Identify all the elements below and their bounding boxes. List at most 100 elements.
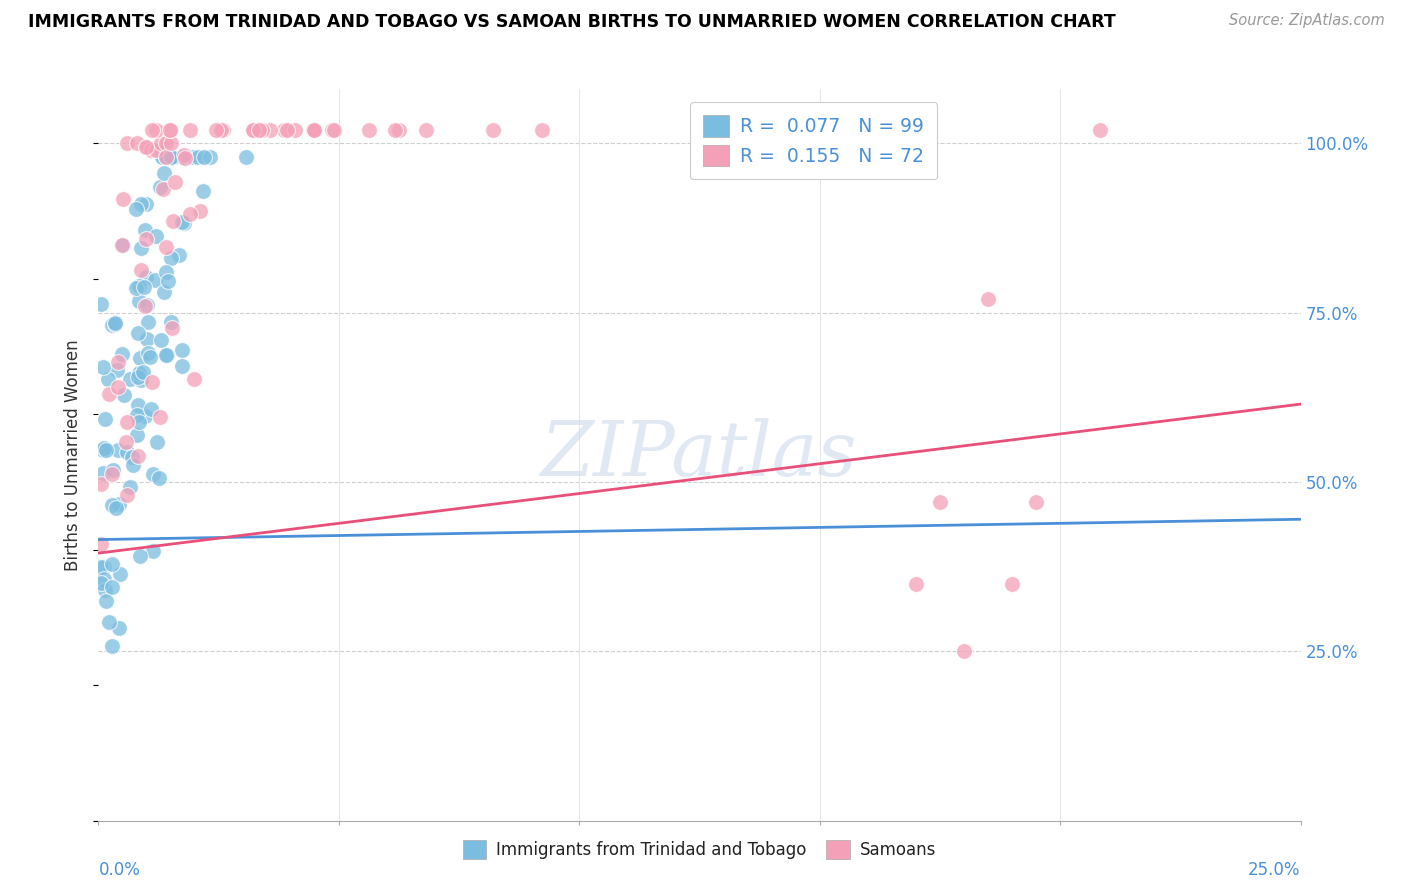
Point [160, 150, 183, 164]
Point [135, 231, 157, 245]
Point [142, 543, 165, 558]
Point [127, 369, 149, 384]
Point [134, 279, 156, 293]
Point [135, 140, 157, 154]
Point [101, 557, 124, 571]
Point [129, 373, 152, 387]
Point [115, 415, 138, 429]
Point [135, 197, 157, 211]
Point [172, 150, 194, 164]
Point [159, 123, 181, 137]
Point [321, 123, 343, 137]
Point [159, 150, 181, 164]
Point [117, 136, 139, 151]
Point [118, 372, 141, 386]
Point [107, 355, 129, 369]
Point [152, 150, 174, 164]
Point [179, 123, 201, 137]
Point [179, 207, 201, 221]
Point [91, 359, 114, 374]
Point [107, 621, 129, 635]
Point [242, 123, 264, 137]
Point [145, 123, 167, 137]
Point [108, 497, 131, 511]
Point [159, 123, 181, 137]
Point [125, 281, 148, 295]
Point [155, 265, 177, 279]
Point [115, 488, 138, 502]
Point [155, 150, 177, 164]
Point [127, 449, 149, 463]
Point [94, 593, 117, 607]
Point [93, 441, 115, 455]
Legend: Immigrants from Trinidad and Tobago, Samoans: Immigrants from Trinidad and Tobago, Sam… [454, 831, 945, 867]
Point [273, 123, 295, 137]
Point [143, 273, 166, 287]
Point [191, 184, 214, 198]
Point [90, 560, 112, 574]
Point [135, 140, 157, 154]
Point [415, 123, 437, 137]
Y-axis label: Births to Unmarried Women: Births to Unmarried Women [65, 339, 83, 571]
Point [302, 123, 325, 137]
Point [132, 366, 155, 380]
Point [90, 297, 112, 311]
Point [111, 347, 134, 361]
Point [235, 150, 257, 164]
Point [125, 408, 148, 422]
Point [181, 150, 204, 164]
Point [104, 318, 127, 332]
Point [159, 314, 181, 328]
Point [108, 567, 131, 582]
Point [174, 151, 197, 165]
Point [121, 450, 143, 464]
Point [122, 458, 145, 472]
Point [128, 279, 150, 293]
Point [384, 123, 406, 137]
Point [155, 150, 177, 164]
Point [90, 477, 112, 491]
Point [152, 166, 174, 180]
Point [170, 359, 193, 373]
Point [94, 412, 117, 426]
Point [159, 136, 181, 151]
Point [129, 196, 152, 211]
Point [188, 203, 211, 218]
Point [104, 316, 127, 330]
Point [209, 123, 232, 137]
Point [100, 581, 122, 595]
Text: 25.0%: 25.0% [1249, 861, 1301, 879]
Point [94, 442, 117, 457]
Point [165, 175, 187, 189]
Point [302, 123, 325, 137]
Point [97, 387, 120, 401]
Point [131, 262, 153, 277]
Point [128, 549, 150, 563]
Point [111, 237, 134, 252]
Point [357, 123, 380, 137]
Point [97, 372, 120, 386]
Point [101, 318, 124, 332]
Point [173, 148, 195, 162]
Point [259, 123, 281, 137]
Point [100, 467, 122, 481]
Point [953, 644, 976, 658]
Point [91, 442, 114, 457]
Point [125, 427, 148, 442]
Text: 0.0%: 0.0% [98, 861, 141, 879]
Point [136, 315, 159, 329]
Point [117, 445, 139, 459]
Point [145, 434, 167, 449]
Point [129, 241, 152, 255]
Point [204, 123, 226, 137]
Point [135, 269, 157, 284]
Point [172, 343, 194, 357]
Point [127, 326, 149, 340]
Point [302, 123, 325, 137]
Point [155, 240, 177, 254]
Point [90, 537, 112, 551]
Point [152, 182, 174, 196]
Point [904, 576, 927, 591]
Point [128, 293, 150, 308]
Point [977, 292, 1000, 306]
